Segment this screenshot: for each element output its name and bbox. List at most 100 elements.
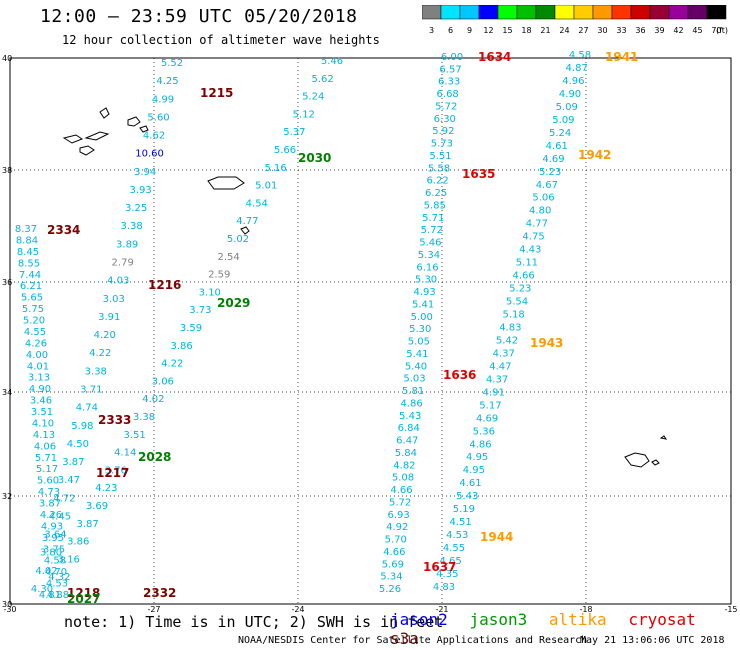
scale-swatch: [630, 5, 651, 20]
wave-height-value: 5.43: [399, 411, 421, 422]
wave-height-value: 4.13: [33, 430, 55, 441]
wave-height-value: 5.72: [421, 225, 443, 236]
wave-height-value: 3.73: [189, 305, 211, 316]
wave-height-value: 7.44: [19, 270, 41, 281]
wave-height-value: 5.09: [556, 102, 578, 113]
wave-height-value: 5.34: [380, 572, 402, 583]
wave-height-value: 4.53: [46, 579, 68, 590]
scale-swatch: [478, 5, 499, 20]
lat-label: 38: [2, 166, 12, 175]
wave-height-value: 3.91: [98, 312, 120, 323]
wave-height-value: 4.45: [49, 511, 71, 522]
wave-height-value: 5.11: [516, 258, 538, 269]
wave-height-value: 3.86: [170, 341, 192, 352]
wave-height-value: 4.47: [489, 361, 511, 372]
wave-height-value: 5.46: [419, 238, 441, 249]
wave-height-value: 3.51: [31, 407, 53, 418]
wave-height-value: 3.64: [44, 530, 66, 541]
wave-height-value: 5.41: [412, 299, 434, 310]
timestamp: May 21 13:06:06 UTC 2018: [580, 635, 725, 646]
wave-height-value: 4.06: [34, 441, 56, 452]
wave-height-value: 5.72: [389, 497, 411, 508]
wave-height-value: 3.25: [125, 203, 147, 214]
scale-label: 15: [502, 26, 512, 35]
wave-height-value: 4.75: [522, 232, 544, 243]
pass-time-label: 2028: [138, 450, 171, 464]
wave-height-value: 5.81: [402, 386, 424, 397]
wave-height-value: 6.57: [439, 64, 461, 75]
wave-height-value: 6.22: [426, 176, 448, 187]
scale-label: 42: [673, 26, 683, 35]
island-outline: [651, 459, 660, 466]
credit-line: NOAA/NESDIS Center for Satellite Applica…: [238, 635, 588, 646]
wave-height-value: 4.90: [29, 384, 51, 395]
wave-height-value: 4.02: [35, 566, 57, 577]
wave-height-value: 6.93: [388, 510, 410, 521]
wave-height-value: 4.66: [383, 547, 405, 558]
wave-height-value: 5.52: [161, 58, 183, 69]
wave-height-value: 4.62: [143, 131, 165, 142]
wave-height-value: 5.30: [409, 324, 431, 335]
wave-height-value: 8.37: [15, 224, 37, 235]
pass-time-label: 1636: [443, 368, 476, 382]
wave-height-value: 5.23: [539, 167, 561, 178]
pass-time-label: 2030: [298, 151, 331, 165]
scale-swatch: [422, 5, 442, 20]
wave-height-value: 5.42: [496, 335, 518, 346]
wave-height-value: 5.51: [429, 151, 451, 162]
pass-time-label: 2029: [217, 296, 250, 310]
wave-height-value: 8.45: [17, 247, 39, 258]
scale-unit: (ft): [716, 26, 728, 35]
island-outline: [99, 107, 110, 119]
pass-time-label: 1943: [530, 336, 563, 350]
scale-swatch: [573, 5, 594, 20]
wave-height-value: 4.92: [386, 522, 408, 533]
wave-height-value: 4.35: [436, 569, 458, 580]
wave-height-value: 3.93: [129, 185, 151, 196]
wave-height-value: 3.16: [58, 554, 80, 565]
wave-height-value: 3.51: [123, 430, 145, 441]
scale-swatch: [668, 5, 689, 20]
wave-height-value: 5.85: [424, 200, 446, 211]
wave-height-value: 10.60: [135, 149, 164, 160]
wave-height-value: 8.84: [16, 235, 38, 246]
wave-height-value: 4.81: [39, 590, 61, 601]
island-outline: [127, 116, 141, 127]
wave-height-value: 5.30: [415, 275, 437, 286]
wave-height-value: 5.41: [406, 349, 428, 360]
lat-label: 32: [2, 492, 12, 501]
wave-height-value: 5.60: [37, 476, 59, 487]
wave-height-value: 2.54: [217, 252, 239, 263]
wave-height-value: 4.25: [156, 76, 178, 87]
wave-height-value: 3.46: [30, 396, 52, 407]
wave-height-value: 4.58: [569, 50, 591, 61]
wave-height-value: 3.76: [105, 465, 127, 476]
wave-height-value: 4.26: [40, 510, 62, 521]
wave-height-value: 5.71: [35, 453, 57, 464]
wave-height-value: 6.68: [437, 89, 459, 100]
wave-height-value: 3.59: [180, 323, 202, 334]
wave-height-value: 4.26: [25, 338, 47, 349]
wave-height-value: 5.17: [36, 464, 58, 475]
wave-height-value: 4.01: [27, 361, 49, 372]
wave-height-value: 4.55: [443, 543, 465, 554]
scale-swatch: [611, 5, 632, 20]
wave-height-value: 3.87: [62, 457, 84, 468]
pass-time-label: 1637: [423, 560, 456, 574]
wave-height-value: 4.66: [390, 485, 412, 496]
wave-height-value: 6.00: [441, 52, 463, 63]
scale-label: 18: [521, 26, 531, 35]
wave-height-value: 3.47: [58, 475, 80, 486]
wave-height-value: 4.00: [26, 350, 48, 361]
wave-height-value: 6.16: [416, 262, 438, 273]
scale-label: 33: [616, 26, 626, 35]
scale-swatch: [535, 5, 556, 20]
footnote: note: 1) Time is in UTC; 2) SWH is in fe…: [64, 613, 444, 631]
wave-height-value: 3.38: [133, 412, 155, 423]
satellite-legend: jason2 jason3 altika cryosat s3a: [390, 610, 740, 648]
wave-height-value: 3.38: [85, 366, 107, 377]
wave-height-value: 3.87: [39, 499, 61, 510]
wave-height-value: 5.16: [264, 163, 286, 174]
wave-height-value: 2.59: [208, 270, 230, 281]
